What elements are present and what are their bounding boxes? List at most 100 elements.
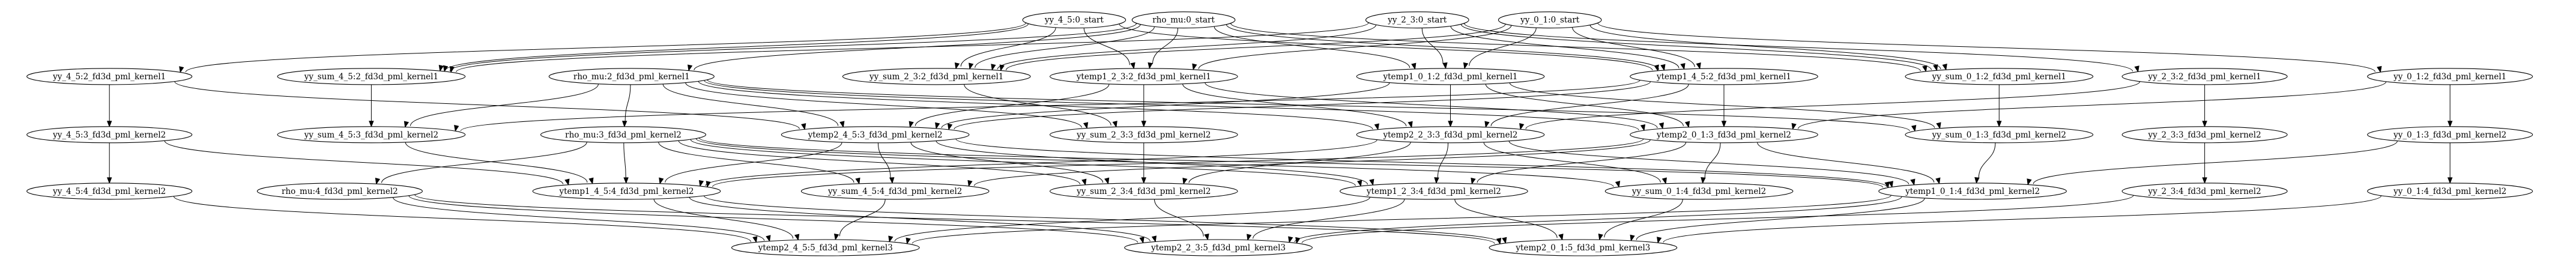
node-ytemp1_2_3_4: ytemp1_2_3:4_fd3d_pml_kernel2 [1340,183,1528,200]
edge-yy_0_1_0_start-to-ytemp1_4_5_2 [1572,27,1701,70]
edge-ytemp1_4_5_4-to-ytemp2_2_3_5 [689,197,1157,243]
node-label: rho_mu:2_fd3d_pml_kernel1 [573,72,690,82]
node-label: yy_0_1:4_fd3d_pml_kernel2 [2393,187,2506,196]
node-yy_0_1_0_start: yy_0_1:0_start [1498,11,1602,29]
edge-rho_mu_3-to-ytemp1_4_5_4 [623,142,629,184]
node-yy_2_3_3: yy_2_3:3_fd3d_pml_kernel2 [2121,126,2288,144]
edge-ytemp2_2_3_3-to-yy_sum_0_1_4 [1483,142,1667,185]
node-label: yy_2_3:2_fd3d_pml_kernel1 [2148,72,2261,82]
edge-ytemp2_0_1_3-to-ytemp1_2_3_4 [1471,142,1687,185]
node-ellipse [256,183,423,200]
node-ellipse [1022,11,1126,29]
edge-yy_4_5_3-to-ytemp1_4_5_4 [164,141,570,186]
node-ytemp1_4_5_2: ytemp1_4_5:2_fd3d_pml_kernel1 [1630,68,1818,85]
node-label: yy_sum_0_1:4_fd3d_pml_kernel2 [1631,187,1766,196]
edge-ytemp1_2_3_2-to-ytemp2_0_1_3 [1205,82,1664,130]
edge-ytemp1_4_5_2-to-ytemp2_2_3_3 [1484,83,1689,128]
node-label: rho_mu:4_fd3d_pml_kernel2 [282,187,398,196]
edge-rho_mu_0_start-to-ytemp1_2_3_2 [1147,28,1179,70]
node-label: rho_mu:3_fd3d_pml_kernel2 [565,130,682,140]
edge-ytemp2_2_3_3-to-ytemp1_4_5_4 [698,139,1377,187]
edge-yy_2_3_2-to-yy_2_3_3 [2202,84,2207,128]
node-ytemp2_2_3_5: ytemp2_2_3:5_fd3d_pml_kernel3 [1124,239,1313,256]
edge-rho_mu_3-to-ytemp1_0_1_4 [699,138,1890,189]
node-label: yy_sum_4_5:4_fd3d_pml_kernel2 [827,187,962,196]
node-ellipse [1124,239,1313,256]
node-label: yy_sum_2_3:2_fd3d_pml_kernel1 [869,72,1003,82]
node-ellipse [548,68,715,85]
edge-ytemp2_0_1_3-to-ytemp1_0_1_4 [1757,142,1941,185]
edge-ytemp2_4_5_3-to-ytemp1_0_1_4 [955,138,1894,188]
node-label: yy_sum_2_3:3_fd3d_pml_kernel2 [1076,130,1211,140]
edge-ytemp1_2_3_2-to-yy_sum_2_3_3 [1141,84,1147,128]
node-yy_4_5_2: yy_4_5:2_fd3d_pml_kernel1 [26,68,193,85]
edge-yy_2_3_3-to-yy_2_3_4 [2202,142,2207,184]
edge-yy_2_3_0_start-to-yy_2_3_2 [1463,23,2139,73]
edge-yy_2_3_0_start-to-ytemp1_4_5_2 [1450,26,1686,70]
edge-rho_mu_0_start-to-ytemp1_4_5_2 [1226,24,1666,71]
edge-rho_mu_3-to-yy_sum_2_3_4 [678,141,1087,186]
node-ellipse [842,68,1031,85]
node-label: ytemp1_0_1:4_fd3d_pml_kernel2 [1905,187,2040,196]
node-ellipse [2121,68,2288,85]
node-label: yy_2_3:0_start [1387,16,1447,25]
edge-yy_0_1_2-to-yy_0_1_3 [2447,84,2453,128]
edge-yy_0_1_0_start-to-ytemp1_2_3_2 [1192,25,1512,71]
edge-ytemp1_0_1_2-to-ytemp2_2_3_3 [1448,84,1453,128]
edge-yy_2_3_4-to-ytemp2_2_3_5 [1295,195,2134,244]
edge-ytemp2_2_3_3-to-ytemp1_0_1_4 [1508,141,1915,186]
node-label: yy_sum_4_5:2_fd3d_pml_kernel1 [304,72,438,82]
node-ellipse [277,68,466,85]
edge-ytemp2_2_3_3-to-yy_sum_2_3_4 [1182,142,1411,185]
edge-rho_mu_0_start-to-yy_sum_0_1_2 [1230,23,1927,73]
edge-rho_mu_2-to-yy_sum_4_5_3 [404,83,599,128]
node-yy_2_3_4: yy_2_3:4_fd3d_pml_kernel2 [2121,183,2288,200]
edge-ytemp2_0_1_3-to-ytemp1_4_5_4 [706,138,1644,188]
edge-yy_4_5_2-to-ytemp2_4_5_3 [174,81,806,130]
edge-yy_sum_0_1_2-to-yy_sum_0_1_3 [1997,84,2002,128]
node-label: yy_2_3:4_fd3d_pml_kernel2 [2148,187,2261,196]
node-ellipse [1356,126,1545,144]
node-label: ytemp2_0_1:3_fd3d_pml_kernel2 [1656,130,1791,140]
node-label: yy_0_1:2_fd3d_pml_kernel1 [2393,72,2506,82]
node-yy_sum_0_1_3: yy_sum_0_1:3_fd3d_pml_kernel2 [1905,126,2094,144]
node-label: ytemp2_0_1:5_fd3d_pml_kernel3 [1515,243,1650,253]
edge-yy_4_5_4-to-ytemp2_4_5_5 [173,196,758,243]
edge-ytemp1_0_1_2-to-ytemp2_4_5_3 [935,82,1390,130]
node-ellipse [781,126,970,144]
node-ellipse [731,239,920,256]
node-ellipse [1604,183,1794,200]
node-label: ytemp2_2_3:3_fd3d_pml_kernel2 [1383,130,1518,140]
node-ellipse [800,183,990,200]
edge-rho_mu_4-to-ytemp2_0_1_5 [414,194,1502,245]
edge-yy_4_5_3-to-yy_4_5_4 [106,142,112,184]
edge-ytemp1_4_5_2-to-ytemp2_0_1_3 [1721,84,1727,128]
node-label: ytemp1_2_3:4_fd3d_pml_kernel2 [1366,187,1501,196]
node-yy_4_5_3: yy_4_5:3_fd3d_pml_kernel2 [26,126,193,144]
node-label: ytemp1_0_1:2_fd3d_pml_kernel1 [1383,72,1518,82]
edge-ytemp1_0_1_4-to-ytemp2_2_3_5 [1288,196,1902,244]
node-rho_mu_2: rho_mu:2_fd3d_pml_kernel1 [548,68,715,85]
edge-rho_mu_0_start-to-ytemp1_0_1_2 [1214,26,1416,70]
edge-ytemp1_2_3_4-to-ytemp2_4_5_5 [888,197,1370,243]
edge-yy_4_5_0_start-to-yy_sum_2_3_2 [954,27,1056,70]
node-yy_sum_4_5_4: yy_sum_4_5:4_fd3d_pml_kernel2 [800,183,990,200]
node-label: yy_0_1:3_fd3d_pml_kernel2 [2393,130,2506,140]
node-ellipse [1340,183,1528,200]
edge-ytemp1_2_3_2-to-ytemp2_4_5_3 [909,83,1110,128]
edge-ytemp2_0_1_3-to-yy_sum_0_1_4 [1701,142,1721,184]
edge-ytemp2_0_1_3-to-yy_sum_4_5_4 [967,139,1651,187]
edge-yy_sum_2_3_4-to-ytemp2_2_3_5 [1154,199,1209,241]
node-ellipse [532,183,721,200]
edge-yy_2_3_0_start-to-yy_sum_4_5_2 [449,22,1369,73]
edge-yy_4_5_2-to-yy_4_5_3 [106,84,112,128]
node-layer: yy_4_5:0_start rho_mu:0_start yy_2_3:0_sta… [26,11,2533,256]
edge-yy_0_1_4-to-ytemp2_0_1_5 [1657,195,2382,244]
edge-rho_mu_3-to-rho_mu_4 [375,142,587,185]
edge-yy_0_1_2-to-ytemp2_0_1_3 [1791,81,2387,130]
edge-ytemp1_4_5_2-to-ytemp2_4_5_3 [948,81,1651,131]
edge-ytemp2_4_5_3-to-yy_sum_4_5_4 [877,142,895,184]
node-ellipse [2367,68,2533,85]
edge-ytemp1_4_5_4-to-ytemp2_0_1_5 [704,195,1507,244]
